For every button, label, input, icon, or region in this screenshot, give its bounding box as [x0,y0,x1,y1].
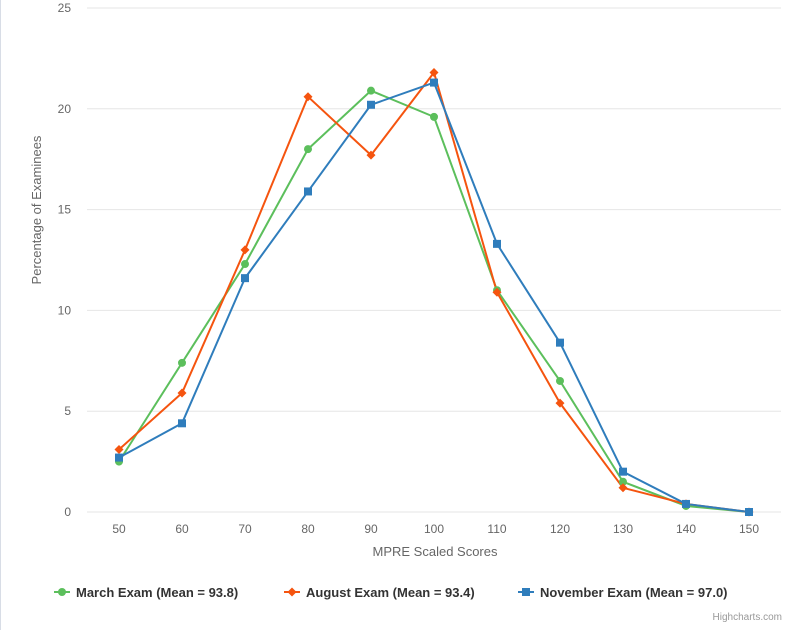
x-tick-label: 130 [613,522,633,536]
data-point[interactable] [366,150,376,160]
x-axis-ticks: 50 60 70 80 90 100 110 120 130 140 150 [112,522,759,536]
x-axis-title: MPRE Scaled Scores [373,544,498,559]
data-point[interactable] [241,260,249,269]
data-point[interactable] [619,467,627,476]
data-point[interactable] [430,78,438,87]
legend-marker-august [287,587,297,597]
legend-label-august: August Exam (Mean = 93.4) [306,585,475,600]
legend-marker-november [522,588,530,596]
credits-link[interactable]: Highcharts.com [713,612,782,623]
legend-item-august[interactable]: August Exam (Mean = 93.4) [284,585,475,600]
data-point[interactable] [114,445,124,455]
y-axis-title: Percentage of Examinees [29,135,44,284]
data-point[interactable] [492,287,502,297]
series-line-1 [118,89,750,513]
data-point[interactable] [367,100,375,109]
x-tick-label: 140 [676,522,696,536]
y-tick-label: 15 [58,203,72,217]
x-tick-label: 80 [301,522,315,536]
data-point[interactable] [303,92,313,102]
y-tick-label: 25 [58,1,72,15]
x-tick-label: 70 [238,522,252,536]
data-point[interactable] [115,453,123,462]
data-point[interactable] [618,483,628,493]
data-point[interactable] [556,376,564,385]
data-point[interactable] [430,112,438,121]
series-line-2 [118,71,750,513]
y-tick-label: 0 [64,505,71,519]
y-axis-ticks: 0 5 10 15 20 25 [58,1,72,519]
series-lines [118,71,750,513]
data-point[interactable] [619,477,627,486]
data-point[interactable] [178,419,186,428]
data-point[interactable] [682,499,690,508]
y-tick-label: 20 [58,102,72,116]
legend-item-november[interactable]: November Exam (Mean = 97.0) [518,585,728,600]
data-point[interactable] [556,338,564,347]
legend-label-november: November Exam (Mean = 97.0) [540,585,728,600]
x-tick-label: 150 [739,522,759,536]
x-tick-label: 90 [364,522,378,536]
data-point[interactable] [241,274,249,283]
legend-item-march[interactable]: March Exam (Mean = 93.8) [54,585,238,600]
legend-marker-march [58,588,66,596]
data-point[interactable] [177,388,187,398]
data-point[interactable] [493,239,501,248]
series-markers [114,68,754,517]
x-tick-label: 50 [112,522,126,536]
data-point[interactable] [429,68,439,78]
data-point[interactable] [304,187,312,196]
y-tick-label: 10 [58,303,72,317]
data-point[interactable] [745,508,753,516]
data-point[interactable] [178,358,186,367]
x-tick-label: 60 [175,522,189,536]
grid-lines [87,7,781,513]
y-tick-label: 5 [64,404,71,418]
data-point[interactable] [367,86,375,95]
data-point[interactable] [240,245,250,255]
series-line-3 [118,81,750,513]
x-tick-label: 120 [550,522,570,536]
data-point[interactable] [304,145,312,154]
data-point[interactable] [555,398,565,408]
x-tick-label: 100 [424,522,444,536]
x-tick-label: 110 [487,522,506,536]
legend-label-march: March Exam (Mean = 93.8) [76,585,238,600]
legend: March Exam (Mean = 93.8) August Exam (Me… [54,585,728,600]
